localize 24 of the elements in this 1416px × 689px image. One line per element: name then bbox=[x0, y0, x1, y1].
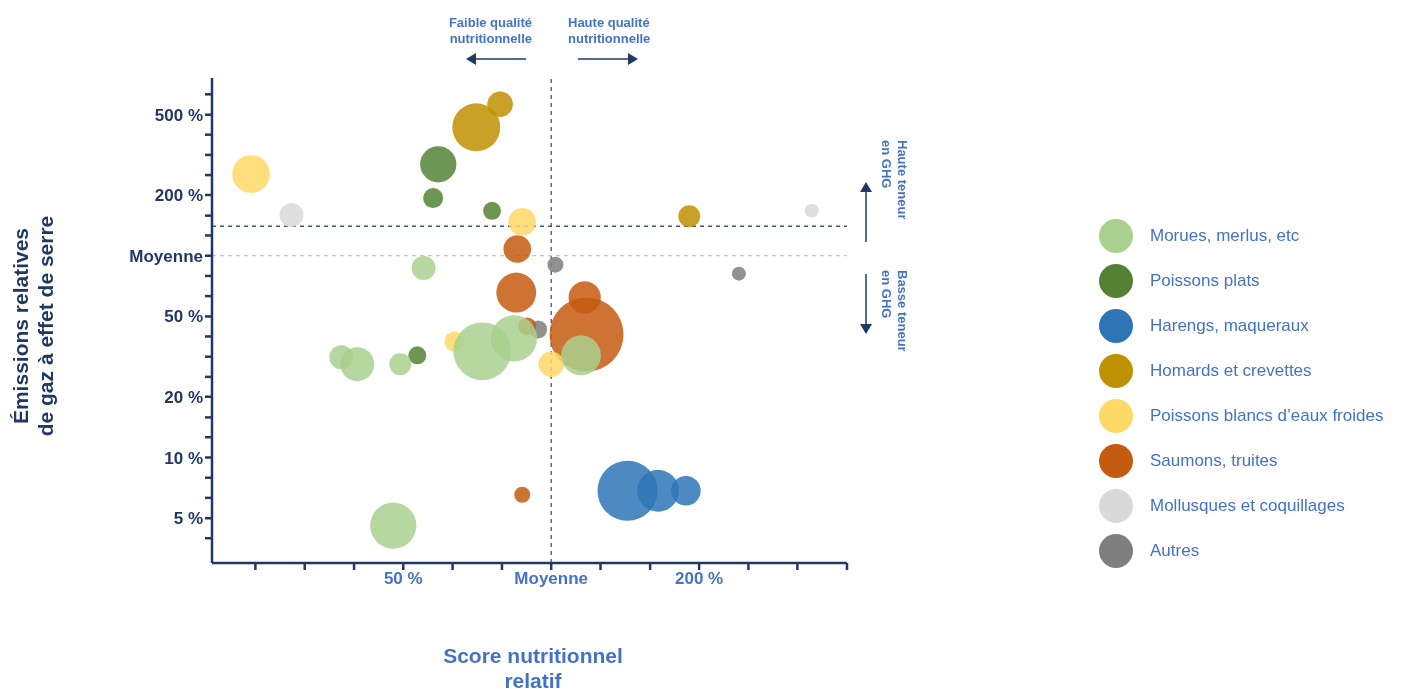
x-tick-label: Moyenne bbox=[514, 569, 589, 589]
text: Haute teneur en GHG bbox=[878, 140, 910, 222]
y-tick-label: 200 % bbox=[154, 186, 203, 206]
y-tick-label: Moyenne bbox=[129, 246, 203, 266]
legend-label: Morues, merlus, etc bbox=[1150, 225, 1300, 246]
legend-label: Harengs, maqueraux bbox=[1150, 315, 1309, 336]
y-tick-label: 20 % bbox=[164, 387, 203, 407]
x-tick-label: 200 % bbox=[675, 569, 724, 589]
y-tick-label: 5 % bbox=[173, 509, 203, 529]
x-axis-title: Score nutritionnel relatif bbox=[442, 643, 624, 689]
text: Faible qualité nutritionnelle bbox=[447, 15, 532, 47]
legend-label: Homards et crevettes bbox=[1150, 360, 1312, 381]
legend-label: Saumons, truites bbox=[1150, 450, 1278, 471]
legend-label: Poissons plats bbox=[1150, 270, 1260, 291]
text: Haute qualité nutritionnelle bbox=[568, 15, 652, 47]
y-tick-label: 500 % bbox=[154, 105, 203, 125]
y-tick-label: 50 % bbox=[164, 307, 203, 327]
x-tick-label: 50 % bbox=[383, 569, 423, 589]
y-tick-label: 10 % bbox=[164, 448, 203, 468]
legend-label: Mollusques et coquillages bbox=[1150, 495, 1345, 516]
y-axis-title: Émissions relatives de gaz à effet de serre bbox=[8, 214, 58, 439]
legend-label: Autres bbox=[1150, 540, 1200, 561]
legend-label: Poissons blancs d’eaux froides bbox=[1150, 405, 1384, 426]
text: Basse teneur en GHG bbox=[878, 270, 910, 354]
